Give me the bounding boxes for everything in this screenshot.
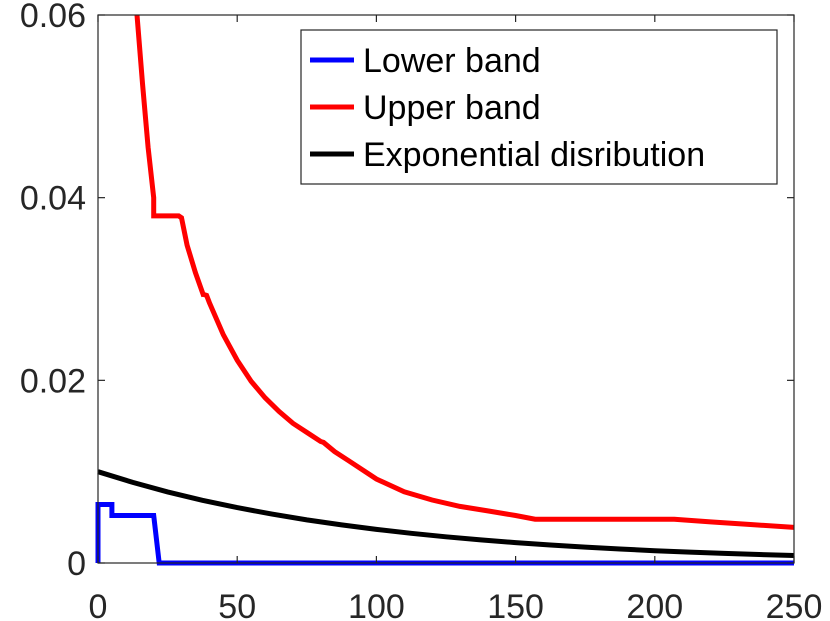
series-line-upper-band: [134, 14, 795, 530]
legend-label-exponential-disribution: Exponential disribution: [363, 136, 705, 174]
axes-box: [97, 14, 795, 564]
legend-label-lower-band: Lower band: [363, 42, 541, 80]
x-tick-label: 250: [766, 588, 823, 621]
y-tick-label: 0: [67, 545, 86, 583]
x-tick-label: 50: [218, 588, 256, 621]
legend-box: [300, 29, 778, 185]
series-line-exponential-disribution: [97, 469, 795, 558]
legend: Lower band Upper band Exponential disribut…: [300, 29, 778, 185]
x-tick-label: 0: [89, 588, 108, 621]
x-tick-label: 150: [487, 588, 544, 621]
x-tick-label: 100: [348, 588, 405, 621]
legend-label-upper-band: Upper band: [363, 89, 541, 127]
y-tick-label: 0.04: [20, 180, 86, 218]
x-tick-label: 200: [626, 588, 683, 621]
y-tick-label: 0.02: [20, 362, 86, 400]
y-tick-label: 0.06: [20, 0, 86, 35]
